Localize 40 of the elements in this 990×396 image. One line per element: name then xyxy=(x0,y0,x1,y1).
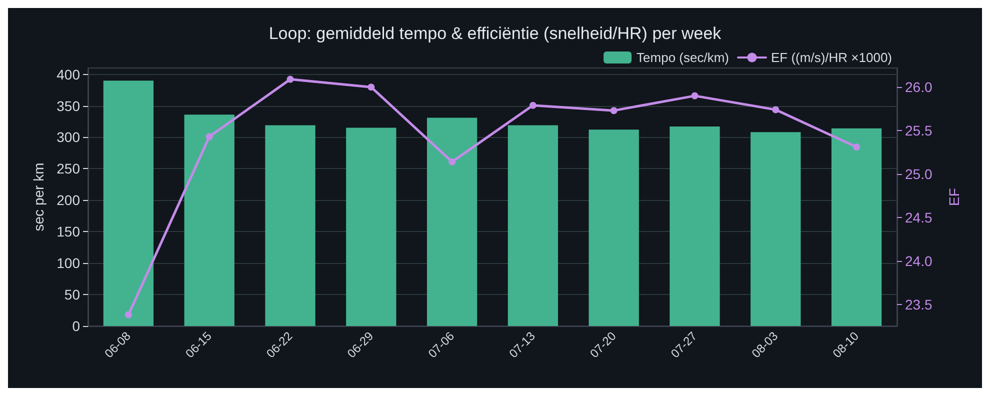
point xyxy=(610,107,618,114)
y2-tick-label: 25.0 xyxy=(905,166,932,182)
point xyxy=(772,106,780,114)
point xyxy=(124,311,132,318)
bar xyxy=(265,125,316,326)
bar xyxy=(588,130,639,326)
y2-tick-label: 25.5 xyxy=(905,122,932,139)
y-tick-label: 150 xyxy=(56,224,80,240)
point xyxy=(529,102,536,109)
y2-tick-label: 24.5 xyxy=(905,209,932,226)
y-axis-title: sec per km xyxy=(30,162,47,232)
point xyxy=(286,76,294,83)
legend-label: EF ((m/s)/HR ×1000) xyxy=(771,50,892,65)
chart-title: Loop: gemiddeld tempo & efficiëntie (snelheid/HR) per week xyxy=(268,24,722,43)
y-tick-label: 100 xyxy=(56,255,80,272)
bar xyxy=(508,125,558,326)
bar xyxy=(831,128,882,326)
y2-tick-label: 24.0 xyxy=(905,252,932,269)
y-tick-label: 300 xyxy=(56,129,80,146)
y-tick-label: 400 xyxy=(56,66,80,82)
point xyxy=(691,92,698,100)
y-tick-label: 250 xyxy=(56,160,80,177)
y-tick-label: 50 xyxy=(64,286,80,303)
y-tick-label: 200 xyxy=(56,192,80,208)
bar xyxy=(426,118,478,326)
bar xyxy=(750,132,801,326)
bar xyxy=(670,126,720,326)
point xyxy=(206,133,213,140)
point xyxy=(448,158,456,166)
point xyxy=(368,84,375,91)
y2-tick-label: 23.5 xyxy=(905,296,932,312)
point xyxy=(853,144,860,151)
bar xyxy=(346,128,396,326)
bar xyxy=(184,114,234,326)
y2-axis-title: EF xyxy=(946,188,962,206)
bar xyxy=(103,80,154,326)
y2-tick-label: 26.0 xyxy=(905,79,932,96)
y-tick-label: 0 xyxy=(72,318,80,334)
legend-label: Tempo (sec/km) xyxy=(636,50,730,65)
y-tick-label: 350 xyxy=(56,98,80,114)
